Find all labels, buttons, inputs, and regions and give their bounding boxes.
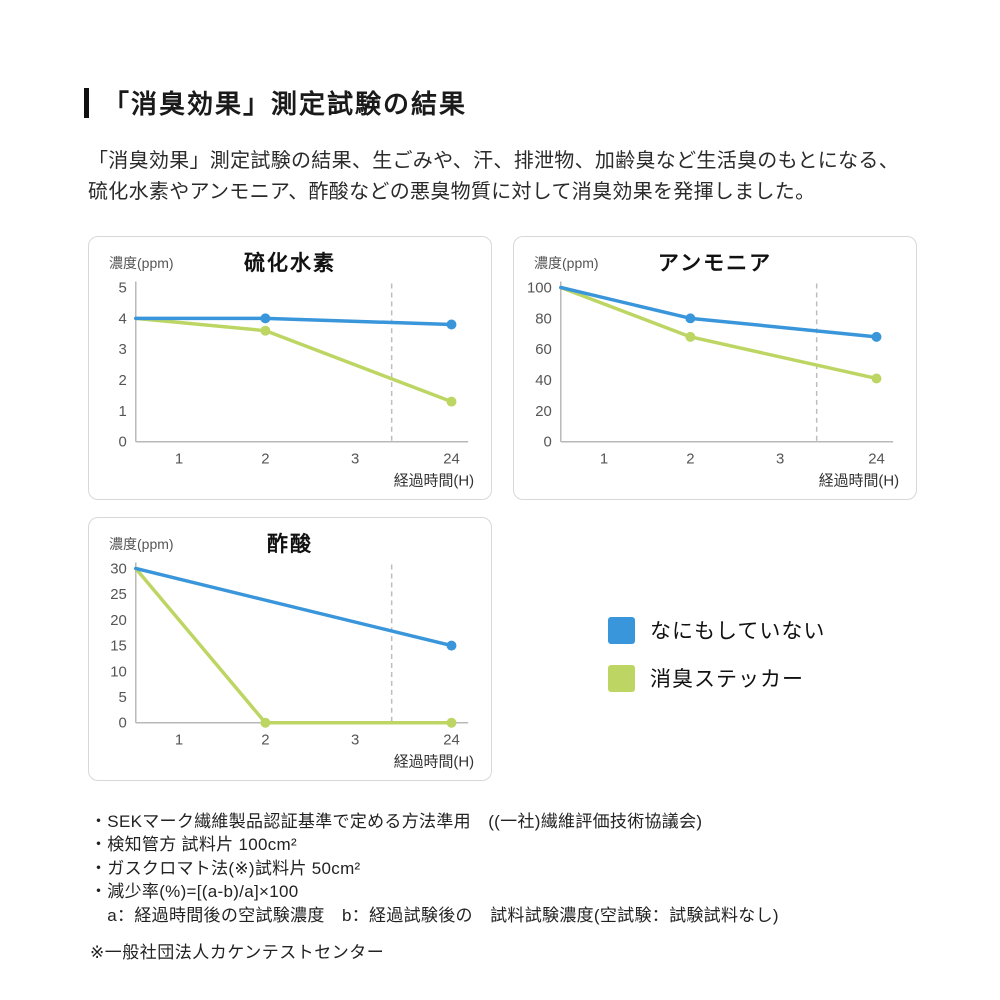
svg-text:60: 60 — [535, 341, 552, 358]
svg-text:100: 100 — [527, 279, 552, 296]
legend-item: なにもしていない — [608, 615, 825, 645]
svg-text:経過時間(H): 経過時間(H) — [394, 753, 474, 770]
legend-label: 消臭ステッカー — [650, 668, 804, 691]
chart-title: 硫化水素 — [244, 252, 336, 275]
note-line: ・減少率(%)=[(a-b)/a]×100 — [90, 882, 299, 902]
svg-text:2: 2 — [261, 732, 269, 749]
svg-text:40: 40 — [535, 372, 552, 389]
svg-text:20: 20 — [535, 403, 552, 420]
svg-text:3: 3 — [351, 451, 359, 468]
svg-text:経過時間(H): 経過時間(H) — [819, 472, 899, 489]
svg-text:1: 1 — [119, 403, 127, 420]
chart-plot-ammonia: 0 20 40 60 80 100 1 2 3 24 経過時間(H) — [527, 279, 899, 489]
svg-text:1: 1 — [600, 451, 608, 468]
note-line: ・ガスクロマト法(※)試料片 50cm² — [90, 858, 361, 878]
chart-header: 濃度(ppm) 硫化水素 — [89, 237, 491, 275]
chart-unit-label: 濃度(ppm) — [109, 255, 174, 271]
svg-text:5: 5 — [119, 279, 127, 296]
note-line: ・検知管方 試料片 100cm² — [90, 835, 297, 855]
legend-item: 消臭ステッカー — [608, 663, 825, 693]
svg-text:0: 0 — [119, 715, 127, 732]
svg-text:3: 3 — [351, 732, 359, 749]
legend-label: なにもしていない — [650, 620, 826, 643]
svg-text:3: 3 — [119, 341, 127, 358]
page-title: 「消臭効果」測定試験の結果 — [103, 89, 468, 119]
svg-text:3: 3 — [776, 451, 784, 468]
svg-text:1: 1 — [175, 451, 183, 468]
svg-text:経過時間(H): 経過時間(H) — [394, 472, 474, 489]
svg-text:24: 24 — [443, 732, 460, 749]
intro-line: 「消臭効果」測定試験の結果、生ごみや、汗、排泄物、加齢臭など生活臭のもとになる、 — [88, 150, 899, 172]
chart-title: アンモニア — [657, 252, 773, 275]
legend: なにもしていない 消臭ステッカー — [608, 615, 825, 711]
legend-swatch-green — [608, 664, 635, 692]
intro-text: 「消臭効果」測定試験の結果、生ごみや、汗、排泄物、加齢臭など生活臭のもとになる、… — [88, 146, 899, 208]
svg-text:2: 2 — [119, 372, 127, 389]
svg-text:80: 80 — [535, 310, 552, 327]
svg-text:24: 24 — [443, 451, 460, 468]
svg-text:24: 24 — [868, 451, 885, 468]
footnote: ※一般社団法人カケンテストセンター — [90, 943, 385, 962]
chart-unit-label: 濃度(ppm) — [109, 536, 174, 552]
chart-panel-ammonia: 濃度(ppm) アンモニア 0 20 40 60 80 100 1 2 3 24 経過時間(H) — [513, 236, 917, 500]
chart-plot-hydrogen-sulfide: 0 1 2 3 4 5 1 2 3 24 経過時間(H) — [119, 279, 475, 489]
svg-text:4: 4 — [119, 310, 127, 327]
svg-text:15: 15 — [110, 638, 127, 655]
svg-text:1: 1 — [175, 732, 183, 749]
svg-text:25: 25 — [110, 586, 127, 603]
title-accent-bar — [84, 87, 89, 118]
chart-title: 酢酸 — [267, 533, 313, 556]
svg-text:20: 20 — [110, 612, 127, 629]
chart-header: 濃度(ppm) 酢酸 — [89, 518, 491, 556]
chart-plot-acetic-acid: 0 5 10 15 20 25 30 1 2 3 24 経過時間(H) — [110, 560, 474, 770]
intro-line: 硫化水素やアンモニア、酢酸などの悪臭物質に対して消臭効果を発揮しました。 — [88, 181, 816, 203]
chart-panel-hydrogen-sulfide: 濃度(ppm) 硫化水素 0 1 2 3 4 5 1 2 3 24 経過時間(H) — [88, 236, 492, 500]
chart-header: 濃度(ppm) アンモニア — [514, 237, 916, 275]
notes: ・SEKマーク繊維製品認証基準で定める方法準用 ((一社)繊維評価技術協議会) … — [90, 810, 779, 927]
note-line: a：経過時間後の空試験濃度 b：経過試験後の 試料試験濃度(空試験：試験試料なし… — [90, 905, 779, 925]
svg-text:5: 5 — [119, 689, 127, 706]
legend-swatch-blue — [608, 616, 635, 644]
note-line: ・SEKマーク繊維製品認証基準で定める方法準用 ((一社)繊維評価技術協議会) — [90, 812, 703, 831]
svg-text:2: 2 — [261, 451, 269, 468]
chart-panel-acetic-acid: 濃度(ppm) 酢酸 0 5 10 15 20 25 30 1 2 3 24 経過時間(H) — [88, 517, 492, 781]
svg-text:30: 30 — [110, 560, 127, 577]
svg-text:0: 0 — [544, 434, 552, 451]
svg-text:2: 2 — [686, 451, 694, 468]
chart-unit-label: 濃度(ppm) — [534, 255, 599, 271]
svg-text:10: 10 — [110, 663, 127, 680]
svg-text:0: 0 — [119, 434, 127, 451]
title-row: 「消臭効果」測定試験の結果 — [84, 84, 467, 121]
